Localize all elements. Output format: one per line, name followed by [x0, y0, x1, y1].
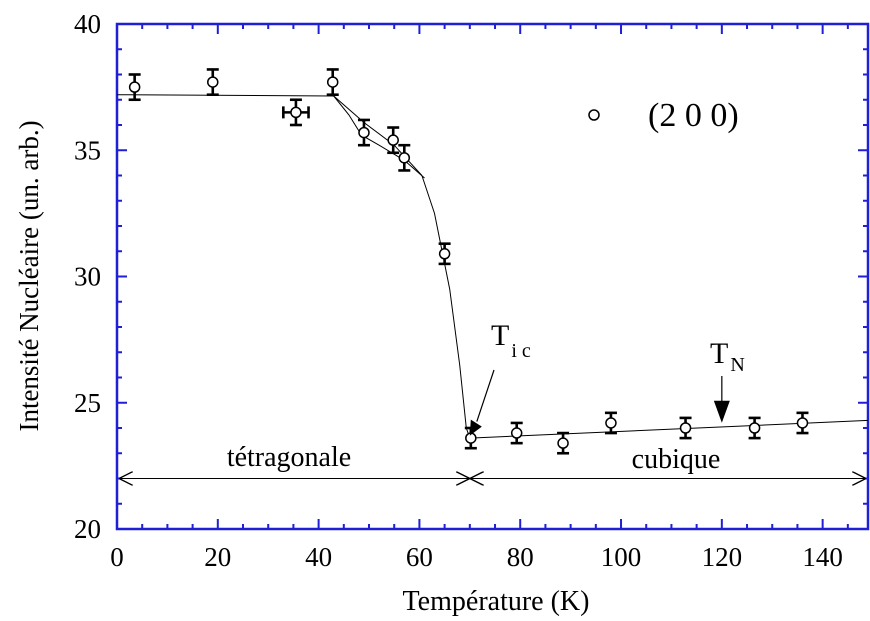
data-point: [510, 427, 523, 439]
data-point: [679, 422, 692, 434]
x-tick-label: 40: [305, 542, 332, 572]
legend-marker: [588, 109, 600, 121]
phase-label-tetragonale: tétragonale: [227, 442, 351, 473]
y-tick-label: 25: [74, 388, 101, 418]
data-point: [398, 152, 411, 164]
data-point: [557, 437, 569, 449]
x-tick-label: 20: [204, 542, 231, 572]
annotation-arrows: [469, 369, 730, 436]
tic-main: T: [491, 319, 509, 352]
data-point: [796, 417, 809, 429]
data-point: [438, 248, 451, 260]
y-tick-label: 40: [74, 9, 101, 39]
y-axis-label: Intensité Nucléaire (un. arb.): [14, 120, 44, 431]
tic-arrow-head: [469, 419, 482, 436]
x-tick-label: 60: [406, 542, 433, 572]
x-tick-label: 120: [702, 542, 743, 572]
fit-lines: [116, 94, 869, 439]
y-tick-label: 20: [74, 514, 101, 544]
x-tick-label: 80: [507, 542, 534, 572]
y-tick-label: 30: [74, 262, 101, 292]
fit-line: [469, 419, 869, 439]
tn-sub: N: [730, 354, 744, 376]
data-point: [326, 76, 339, 88]
fit-line: [333, 95, 425, 179]
axis-ticks: [116, 23, 868, 530]
data-point: [358, 126, 370, 139]
fit-line: [421, 175, 471, 439]
tn-arrow-head: [713, 400, 730, 423]
data-points: [128, 76, 809, 449]
x-axis-label: Température (K): [403, 586, 590, 617]
error-bars: [128, 68, 809, 455]
y-tick-label: 35: [74, 135, 101, 165]
tic-arrow-shaft: [476, 369, 495, 422]
data-point: [128, 81, 141, 93]
fit-line: [116, 94, 423, 176]
tic-sub: i c: [511, 340, 531, 362]
axis-tick-labels: 0 20 40 60 80 100 120 140 20 25 30 35 40: [74, 9, 843, 572]
tn-main: T: [710, 337, 728, 370]
x-tick-label: 100: [601, 542, 642, 572]
data-point: [290, 106, 302, 119]
x-tick-label: 140: [802, 542, 843, 572]
data-point: [605, 417, 617, 429]
data-point: [748, 422, 761, 434]
legend-label: (2 0 0): [648, 97, 739, 134]
data-point: [387, 134, 399, 146]
data-point: [207, 76, 219, 88]
phase-label-cubique: cubique: [632, 444, 721, 475]
x-tick-label: 0: [110, 542, 124, 572]
